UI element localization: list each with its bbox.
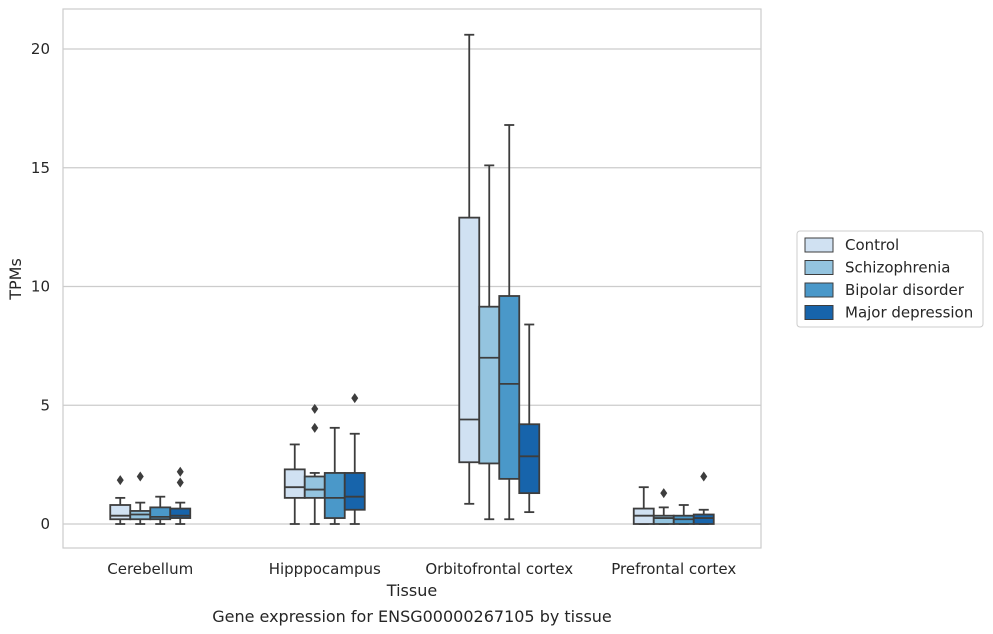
legend-swatch bbox=[804, 282, 834, 298]
box-bipolar-disorder bbox=[672, 504, 695, 525]
box-iqr bbox=[478, 305, 501, 465]
figure-caption: Gene expression for ENSG00000267105 by t… bbox=[212, 607, 612, 626]
y-tick-labels: 0 5 10 15 20 bbox=[31, 40, 50, 533]
box-iqr bbox=[692, 513, 715, 525]
box-major-depression bbox=[692, 471, 715, 525]
legend-frame bbox=[796, 230, 984, 328]
box-schizophrenia bbox=[652, 488, 675, 525]
legend-label: Schizophrenia bbox=[845, 259, 950, 277]
box-iqr bbox=[498, 295, 521, 480]
gridlines bbox=[63, 48, 761, 525]
box-major-depression bbox=[169, 466, 192, 525]
box-iqr bbox=[169, 507, 192, 519]
box-iqr bbox=[652, 514, 675, 525]
box-control bbox=[458, 33, 481, 505]
box-bipolar-disorder bbox=[149, 495, 172, 525]
box-group-prefrontal-cortex bbox=[632, 471, 715, 525]
legend-label: Bipolar disorder bbox=[845, 281, 965, 299]
box-iqr bbox=[323, 472, 346, 519]
box-iqr bbox=[458, 216, 481, 464]
box-bipolar-disorder bbox=[498, 124, 521, 521]
box-control bbox=[632, 486, 655, 525]
box-schizophrenia bbox=[129, 471, 152, 525]
x-tick-label: Cerebellum bbox=[107, 560, 193, 578]
y-axis-title: TPMs bbox=[6, 258, 25, 301]
legend-swatch bbox=[804, 305, 834, 320]
box-group-cerebellum bbox=[109, 466, 192, 525]
x-tick-label: Orbitofrontal cortex bbox=[425, 560, 573, 578]
box-iqr bbox=[303, 475, 326, 499]
box-major-depression bbox=[343, 393, 366, 525]
outlier-point bbox=[700, 471, 708, 482]
box-iqr bbox=[343, 472, 366, 511]
box-groups bbox=[109, 33, 715, 525]
box-control bbox=[109, 475, 132, 525]
outlier-point bbox=[116, 475, 124, 486]
x-tick-label: Prefrontal cortex bbox=[611, 560, 736, 578]
outlier-point bbox=[176, 477, 184, 488]
box-schizophrenia bbox=[303, 403, 326, 525]
outlier-point bbox=[660, 488, 668, 499]
legend-label: Control bbox=[845, 236, 899, 254]
outlier-point bbox=[311, 403, 319, 414]
legend: Control Schizophrenia Bipolar disorder Majo… bbox=[796, 230, 984, 328]
x-axis-title: Tissue bbox=[386, 581, 437, 600]
y-tick-label: 5 bbox=[40, 396, 50, 414]
y-tick-label: 10 bbox=[31, 278, 50, 296]
y-tick-label: 20 bbox=[31, 40, 50, 58]
y-tick-label: 0 bbox=[40, 515, 50, 533]
box-major-depression bbox=[518, 323, 541, 514]
x-tick-label: Hipppocampus bbox=[269, 560, 381, 578]
box-control bbox=[283, 443, 306, 525]
legend-swatch bbox=[804, 237, 834, 253]
plot-frame bbox=[62, 8, 762, 549]
outlier-point bbox=[176, 466, 184, 477]
outlier-point bbox=[311, 422, 319, 433]
box-group-orbitofrontal-cortex bbox=[458, 33, 541, 521]
box-group-hipppocampus bbox=[283, 393, 366, 525]
outlier-point bbox=[351, 393, 359, 404]
box-iqr bbox=[518, 423, 541, 495]
y-tick-label: 15 bbox=[31, 159, 50, 177]
outlier-point bbox=[136, 471, 144, 482]
legend-label: Major depression bbox=[845, 304, 973, 322]
box-iqr bbox=[283, 468, 306, 499]
legend-items: Control Schizophrenia Bipolar disorder Majo… bbox=[804, 236, 973, 322]
x-tick-labels: Cerebellum Hipppocampus Orbitofrontal cort… bbox=[107, 560, 736, 578]
box-iqr bbox=[109, 504, 132, 521]
box-schizophrenia bbox=[478, 164, 501, 521]
legend-swatch bbox=[804, 260, 834, 275]
box-bipolar-disorder bbox=[323, 426, 346, 525]
